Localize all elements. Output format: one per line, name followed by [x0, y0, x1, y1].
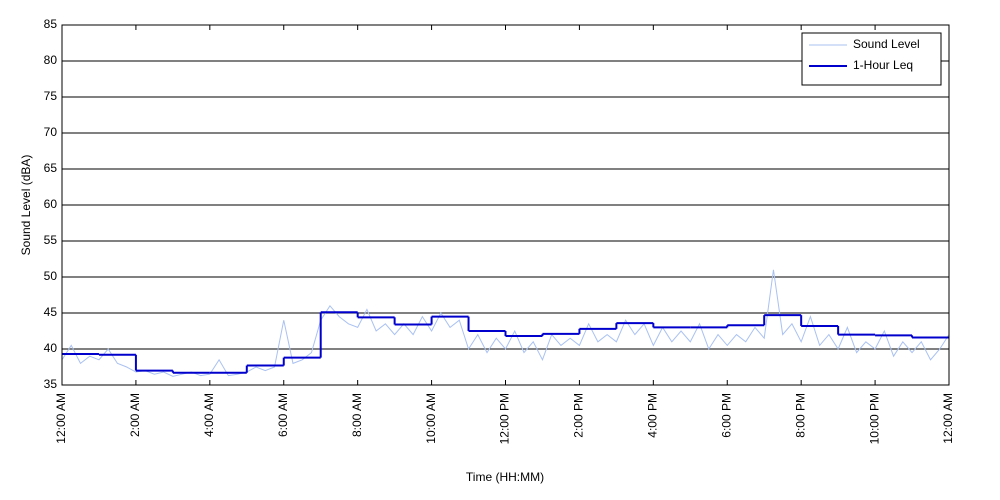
y-tick-label: 60 [44, 197, 58, 211]
x-tick-label: 4:00 AM [202, 393, 216, 437]
y-tick-label: 35 [44, 377, 58, 391]
x-tick-label: 12:00 AM [941, 393, 955, 444]
legend: Sound Level 1-Hour Leq [801, 32, 942, 86]
x-tick-label: 12:00 AM [54, 393, 68, 444]
x-tick-label: 6:00 PM [719, 393, 733, 438]
y-tick-label: 75 [44, 89, 58, 103]
y-tick-label: 70 [44, 125, 58, 139]
y-tick-label: 85 [44, 17, 58, 31]
y-tick-label: 40 [44, 341, 58, 355]
y-tick-label: 65 [44, 161, 58, 175]
legend-label: Sound Level [853, 37, 920, 51]
x-tick-label: 4:00 PM [646, 393, 660, 438]
plot-area [61, 269, 950, 377]
y-tick-label: 50 [44, 269, 58, 283]
x-tick-label: 10:00 AM [424, 393, 438, 444]
legend-label: 1-Hour Leq [853, 58, 913, 72]
y-tick-label: 80 [44, 53, 58, 67]
x-tick-label: 2:00 AM [128, 393, 142, 437]
legend-box [801, 32, 942, 86]
y-tick-label: 55 [44, 233, 58, 247]
x-tick-label: 6:00 AM [276, 393, 290, 437]
sound-level-line [61, 269, 950, 377]
x-tick-label: 8:00 PM [793, 393, 807, 438]
x-axis-label: Time (HH:MM) [466, 470, 544, 484]
y-axis-label: Sound Level (dBA) [19, 155, 33, 256]
x-tick-label: 12:00 PM [498, 393, 512, 444]
x-tick-label: 2:00 PM [572, 393, 586, 438]
x-tick-label: 8:00 AM [350, 393, 364, 437]
y-tick-label: 45 [44, 305, 58, 319]
x-tick-label: 10:00 PM [867, 393, 881, 444]
